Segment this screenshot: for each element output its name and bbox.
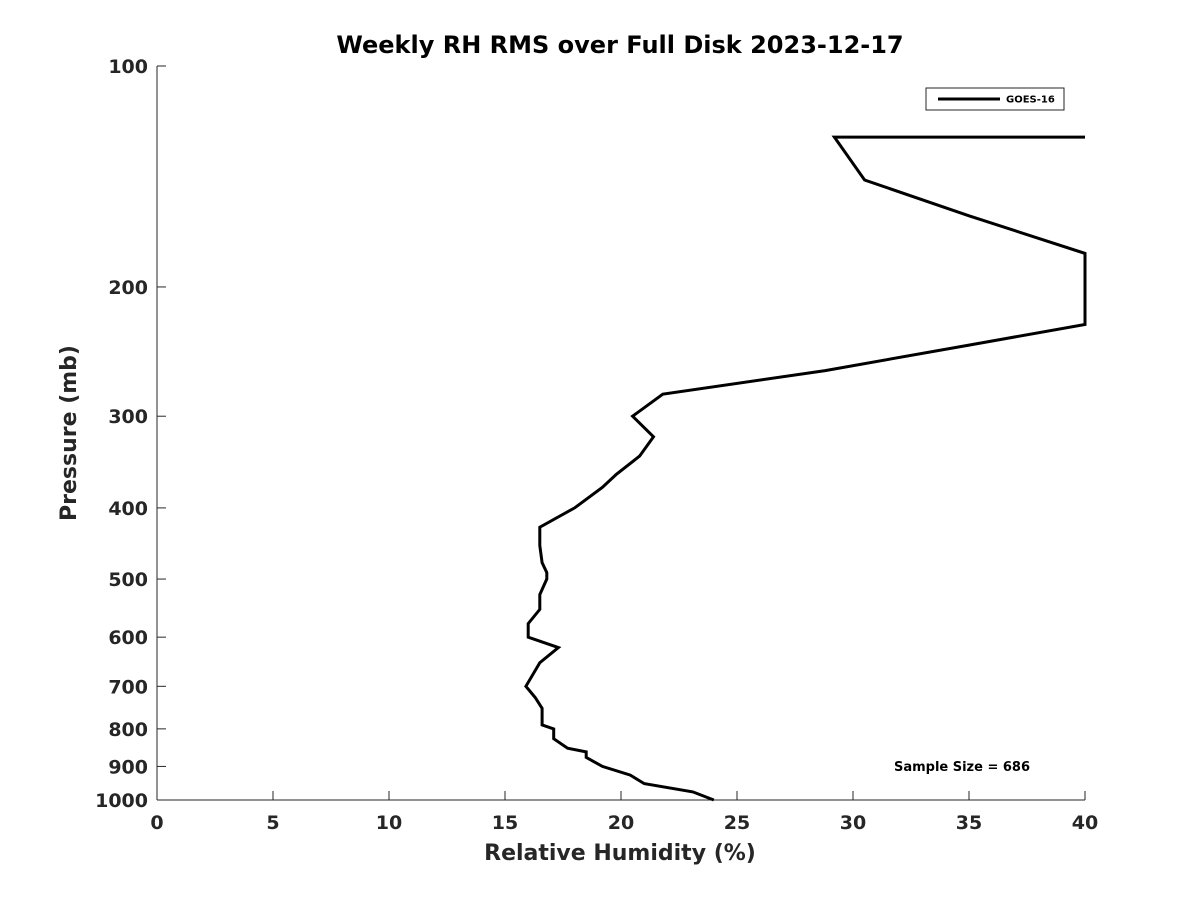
x-axis-ticks: 0 5 10 15 20 25 30 35 40 (150, 791, 1098, 834)
y-tick-label: 400 (108, 498, 148, 520)
x-tick-label: 40 (1072, 812, 1098, 834)
y-axis-label: Pressure (mb) (57, 345, 82, 521)
axes (156, 66, 1085, 801)
x-tick-label: 0 (150, 812, 163, 834)
y-tick-label: 800 (108, 719, 148, 741)
x-tick-label: 35 (956, 812, 982, 834)
y-tick-label: 500 (108, 569, 148, 591)
y-tick-label: 200 (108, 277, 148, 299)
y-tick-label: 100 (108, 56, 148, 78)
legend-label-goes-16: GOES-16 (1006, 95, 1055, 106)
plot-area-series (524, 135, 1087, 802)
x-tick-label: 30 (840, 812, 866, 834)
x-tick-label: 15 (492, 812, 518, 834)
x-tick-label: 10 (376, 812, 402, 834)
x-tick-label: 25 (724, 812, 750, 834)
y-tick-label: 600 (108, 627, 148, 649)
x-axis-label: Relative Humidity (%) (484, 841, 756, 866)
y-axis-ticks: 100 200 300 400 500 600 700 800 900 1000 (95, 56, 166, 812)
y-tick-label: 1000 (95, 790, 148, 812)
sample-size-annotation: Sample Size = 686 (894, 760, 1030, 775)
y-tick-label: 300 (108, 406, 148, 428)
y-tick-label: 700 (108, 676, 148, 698)
chart-title: Weekly RH RMS over Full Disk 2023-12-17 (336, 31, 903, 59)
y-tick-label: 900 (108, 756, 148, 778)
x-tick-label: 20 (608, 812, 634, 834)
legend: GOES-16 (925, 87, 1065, 111)
x-tick-label: 5 (266, 812, 279, 834)
series-line-goes-16 (524, 135, 1087, 802)
